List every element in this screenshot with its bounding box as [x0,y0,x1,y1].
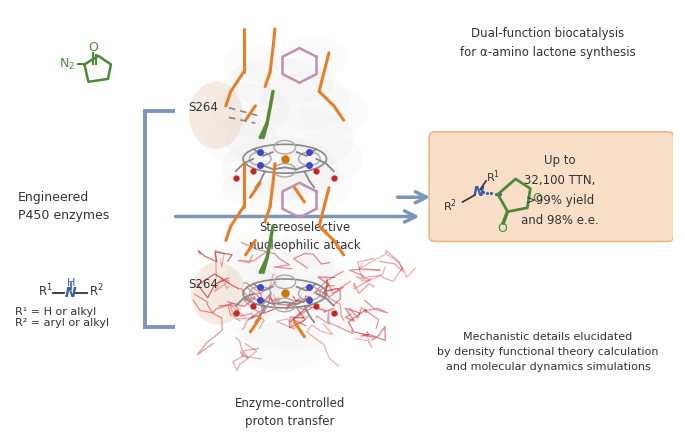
Ellipse shape [223,43,287,82]
Text: Enzyme-controlled
proton transfer: Enzyme-controlled proton transfer [234,397,345,429]
Ellipse shape [260,255,349,313]
Text: N$_2$: N$_2$ [59,57,75,72]
Text: S264: S264 [188,101,219,114]
Text: R² = aryl or alkyl: R² = aryl or alkyl [15,318,109,328]
Text: O: O [532,192,542,205]
Text: Stereoselective
nucleophilic attack: Stereoselective nucleophilic attack [249,221,360,252]
Ellipse shape [285,132,363,185]
Text: O: O [497,222,507,235]
Ellipse shape [280,36,349,79]
Text: N: N [65,286,77,300]
Text: Dual-function biocatalysis
for α-amino lactone synthesis: Dual-function biocatalysis for α-amino l… [460,27,636,59]
Ellipse shape [299,86,369,135]
Ellipse shape [280,224,349,267]
FancyBboxPatch shape [429,132,673,241]
Ellipse shape [236,322,324,370]
Ellipse shape [223,231,287,270]
Text: R$^2$: R$^2$ [443,197,457,214]
Text: Engineered
P450 enzymes: Engineered P450 enzymes [18,191,109,222]
Text: S264: S264 [188,278,219,291]
Ellipse shape [211,84,290,137]
Ellipse shape [191,262,245,325]
Ellipse shape [226,58,334,106]
Ellipse shape [221,137,339,200]
Text: Up to
32,100 TTN,
>99% yield
and 98% e.e.: Up to 32,100 TTN, >99% yield and 98% e.e… [521,154,599,227]
Ellipse shape [211,267,290,320]
Text: H: H [66,278,75,288]
Ellipse shape [299,270,369,318]
Text: O: O [88,41,98,54]
Ellipse shape [226,238,334,291]
Ellipse shape [189,82,243,149]
Text: N: N [473,185,484,200]
Ellipse shape [203,115,277,164]
Text: R$^2$: R$^2$ [89,282,104,299]
Ellipse shape [226,286,353,349]
Text: R$^1$: R$^1$ [486,169,500,185]
Ellipse shape [268,164,351,212]
Text: R¹ = H or alkyl: R¹ = H or alkyl [15,307,96,317]
Text: Mechanistic details elucidated
by density functional theory calculation
and mole: Mechanistic details elucidated by densit… [437,332,659,372]
Ellipse shape [260,72,349,130]
Text: R$^1$: R$^1$ [38,282,53,299]
Ellipse shape [221,166,310,209]
Ellipse shape [226,106,353,173]
